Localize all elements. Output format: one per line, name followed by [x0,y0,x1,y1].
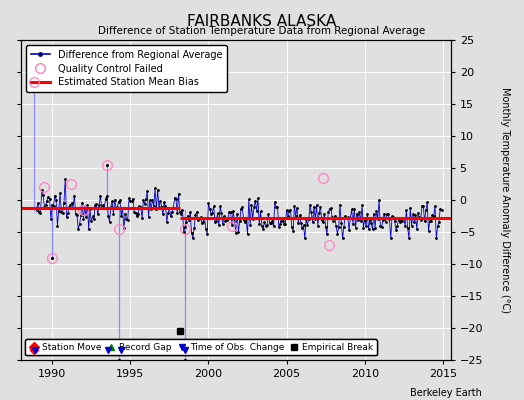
Text: Berkeley Earth: Berkeley Earth [410,388,482,398]
Text: FAIRBANKS ALASKA: FAIRBANKS ALASKA [188,14,336,29]
Y-axis label: Monthly Temperature Anomaly Difference (°C): Monthly Temperature Anomaly Difference (… [500,87,510,313]
Text: Difference of Station Temperature Data from Regional Average: Difference of Station Temperature Data f… [99,26,425,36]
Legend: Station Move, Record Gap, Time of Obs. Change, Empirical Break: Station Move, Record Gap, Time of Obs. C… [26,339,377,356]
